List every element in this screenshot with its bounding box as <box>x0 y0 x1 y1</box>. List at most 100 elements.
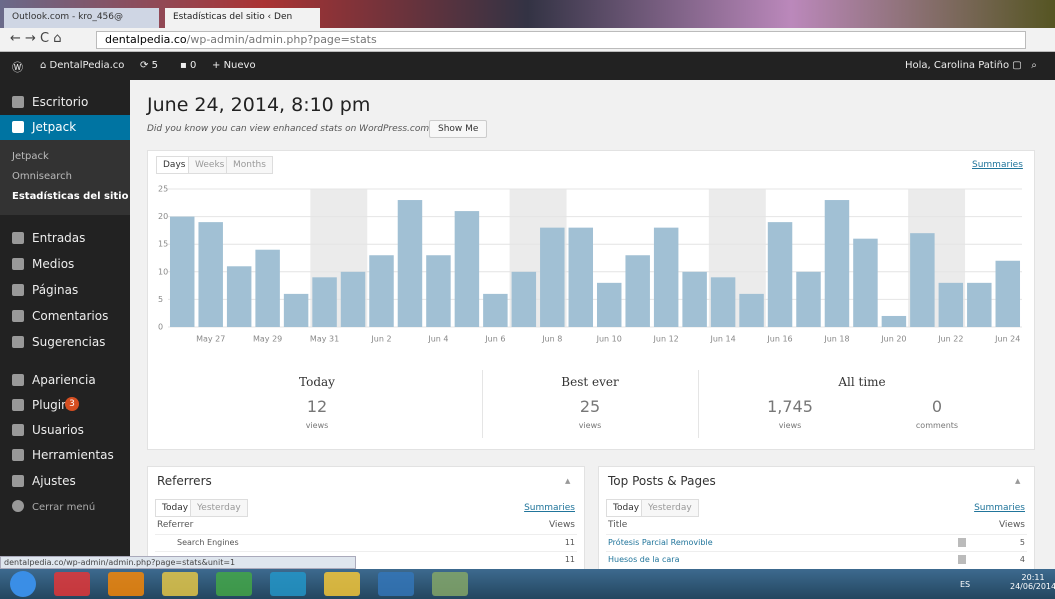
stat-label: Best ever <box>490 375 690 389</box>
x-tick-label: Jun 10 <box>596 335 622 344</box>
bar <box>853 239 877 327</box>
bar <box>882 316 906 327</box>
bar <box>996 261 1020 327</box>
divider <box>698 370 699 438</box>
row-views: 11 <box>565 538 575 547</box>
bar <box>654 228 678 327</box>
stat-value: 1,745 <box>740 397 840 416</box>
row-title[interactable]: Search Engines <box>177 538 239 547</box>
stat-label: All time <box>762 375 962 389</box>
bar <box>398 200 422 327</box>
taskbar-app[interactable] <box>270 572 306 596</box>
bar <box>711 277 735 327</box>
bar <box>227 266 251 327</box>
x-tick-label: May 27 <box>196 335 225 344</box>
taskbar <box>0 569 1055 599</box>
bar <box>625 255 649 327</box>
x-tick-label: May 29 <box>253 335 282 344</box>
bar <box>739 294 763 327</box>
time: 20:11 <box>1010 573 1055 582</box>
taskbar-app[interactable] <box>108 572 144 596</box>
column-header: Views <box>549 520 575 530</box>
bar <box>967 283 991 327</box>
stat-value: 12 <box>217 397 417 416</box>
collapse-arrow[interactable]: ▲ <box>1015 477 1020 485</box>
bar <box>796 272 820 327</box>
y-tick-label: 15 <box>158 240 168 249</box>
taskbar-app[interactable] <box>324 572 360 596</box>
row-title[interactable]: Prótesis Parcial Removible <box>608 538 713 547</box>
y-tick-label: 20 <box>158 212 168 221</box>
stat-value: 25 <box>490 397 690 416</box>
row-line <box>606 534 1027 535</box>
stats-icon[interactable] <box>958 555 966 564</box>
taskbar-app[interactable] <box>54 572 90 596</box>
bar <box>312 277 336 327</box>
bar <box>569 228 593 327</box>
row-views: 11 <box>565 555 575 564</box>
bar <box>170 217 194 327</box>
bar <box>682 272 706 327</box>
bar <box>939 283 963 327</box>
x-tick-label: Jun 8 <box>541 335 562 344</box>
x-tick-label: Jun 16 <box>766 335 792 344</box>
y-tick-label: 10 <box>158 267 168 276</box>
summaries-link[interactable]: Summaries <box>974 503 1025 513</box>
panel-tab[interactable]: Yesterday <box>641 499 699 517</box>
status-bar: dentalpedia.co/wp-admin/admin.php?page=s… <box>0 556 356 569</box>
x-tick-label: Jun 4 <box>427 335 448 344</box>
divider <box>482 370 483 438</box>
row-line <box>155 534 577 535</box>
bar <box>198 222 222 327</box>
bar <box>910 233 934 327</box>
stat-label: Today <box>217 375 417 389</box>
bar <box>284 294 308 327</box>
taskbar-app[interactable] <box>162 572 198 596</box>
stats-icon[interactable] <box>958 538 966 547</box>
screen: Outlook.com - kro_456@ Estadísticas del … <box>0 0 1055 599</box>
bar <box>341 272 365 327</box>
row-views: 5 <box>1020 538 1025 547</box>
x-tick-label: Jun 6 <box>484 335 505 344</box>
x-tick-label: Jun 24 <box>994 335 1020 344</box>
bar <box>512 272 536 327</box>
row-views: 4 <box>1020 555 1025 564</box>
x-tick-label: Jun 12 <box>653 335 679 344</box>
y-tick-label: 5 <box>158 295 163 304</box>
taskbar-app[interactable] <box>216 572 252 596</box>
summaries-link[interactable]: Summaries <box>524 503 575 513</box>
start-button[interactable] <box>10 571 36 597</box>
stat-value: 0 <box>887 397 987 416</box>
date: 24/06/2014 <box>1010 582 1055 591</box>
language[interactable]: ES <box>960 580 970 589</box>
bar <box>540 228 564 327</box>
x-tick-label: Jun 20 <box>880 335 906 344</box>
stat-unit: views <box>740 421 840 430</box>
x-tick-label: May 31 <box>310 335 339 344</box>
bar <box>255 250 279 327</box>
collapse-arrow[interactable]: ▲ <box>565 477 570 485</box>
column-header: Views <box>999 520 1025 530</box>
x-tick-label: Jun 14 <box>709 335 735 344</box>
panel-tab[interactable]: Yesterday <box>190 499 248 517</box>
bar <box>426 255 450 327</box>
x-tick-label: Jun 2 <box>370 335 391 344</box>
bar <box>825 200 849 327</box>
stat-unit: comments <box>887 421 987 430</box>
x-tick-label: Jun 22 <box>937 335 963 344</box>
stat-unit: views <box>217 421 417 430</box>
bar <box>369 255 393 327</box>
x-tick-label: Jun 18 <box>823 335 849 344</box>
taskbar-app[interactable] <box>432 572 468 596</box>
taskbar-app[interactable] <box>378 572 414 596</box>
bar <box>455 211 479 327</box>
panel-title: Top Posts & Pages <box>608 474 716 488</box>
row-line <box>606 551 1027 552</box>
y-tick-label: 0 <box>158 323 163 332</box>
column-header: Title <box>608 520 627 530</box>
y-tick-label: 25 <box>158 185 168 194</box>
row-title[interactable]: Huesos de la cara <box>608 555 679 564</box>
row-line <box>155 551 577 552</box>
stat-unit: views <box>490 421 690 430</box>
